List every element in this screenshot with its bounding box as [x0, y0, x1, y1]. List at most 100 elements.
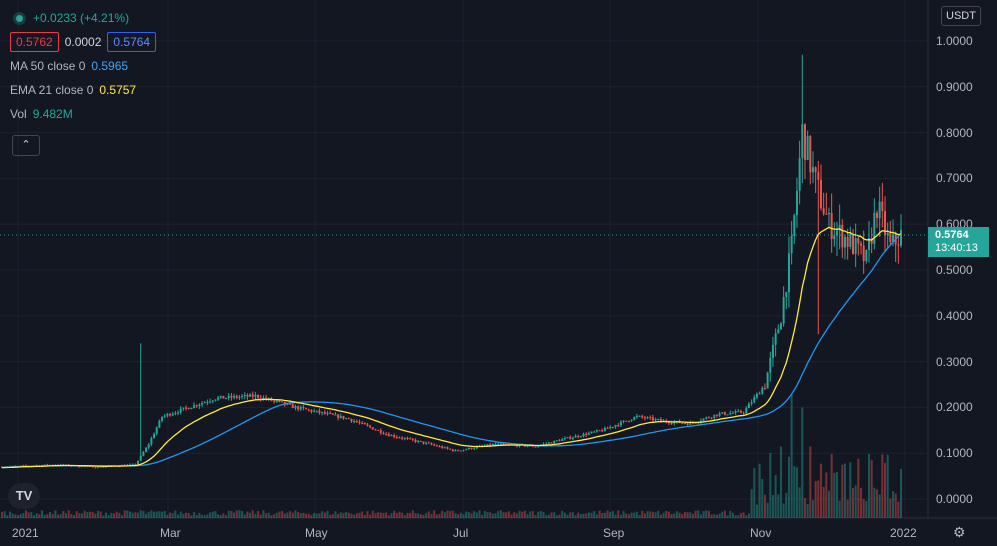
candle-body	[246, 394, 249, 397]
candle-body	[601, 430, 604, 432]
candle-body	[681, 422, 684, 424]
volume-bar	[886, 454, 889, 518]
volume-bar	[462, 514, 465, 518]
volume-bar	[363, 514, 366, 518]
volume-bar	[379, 512, 382, 518]
volume-bar	[729, 510, 732, 518]
ma-indicator-legend[interactable]: MA 50 close 0 0.5965	[10, 54, 162, 78]
candle-body	[646, 417, 649, 419]
tradingview-logo[interactable]: TV	[8, 483, 40, 509]
market-status-icon	[16, 14, 23, 22]
volume-bar	[737, 515, 740, 518]
volume-bar	[694, 510, 697, 518]
volume-bar	[59, 514, 62, 518]
volume-bar	[185, 512, 188, 518]
candle-body	[219, 395, 222, 398]
volume-bar	[489, 512, 492, 518]
candle-body	[289, 403, 292, 405]
candle-body	[331, 413, 334, 415]
volume-bar	[523, 510, 526, 518]
candle-body	[251, 394, 254, 397]
volume-bar	[49, 512, 52, 518]
time-tick: Jul	[453, 526, 469, 540]
candle-body	[467, 447, 470, 450]
volume-bar	[579, 514, 582, 518]
gear-icon[interactable]: ⚙	[953, 524, 966, 540]
volume-bar	[513, 512, 516, 518]
ema-label: EMA 21 close 0	[10, 83, 94, 97]
volume-bar	[534, 515, 537, 518]
volume-bar	[635, 511, 638, 518]
candle-body	[403, 438, 406, 440]
bid-price[interactable]: 0.5762	[10, 32, 59, 52]
volume-bar	[409, 513, 412, 518]
candle-body	[710, 417, 713, 419]
volume-bar	[294, 510, 297, 518]
volume-bar	[497, 511, 500, 518]
volume-bar	[203, 515, 206, 518]
volume-bar	[169, 512, 172, 518]
ma-value: 0.5965	[91, 59, 129, 73]
volume-bar	[297, 511, 300, 518]
volume-bar	[587, 512, 590, 518]
volume-bar	[107, 515, 110, 518]
volume-bar	[502, 512, 505, 518]
volume-bar	[547, 514, 550, 518]
price-tick: 0.5000	[936, 263, 973, 277]
volume-bar	[475, 512, 478, 518]
candle-body	[390, 435, 393, 437]
volume-bar	[414, 513, 417, 518]
volume-bar	[35, 513, 38, 518]
candle-body	[705, 417, 708, 419]
volume-bar	[1, 511, 3, 518]
volume-bar	[230, 511, 233, 518]
candle-body	[566, 437, 569, 439]
candle-body	[241, 396, 244, 398]
volume-bar	[209, 512, 212, 518]
candle-body	[611, 426, 614, 428]
volume-bar	[259, 514, 262, 518]
volume-indicator-legend[interactable]: Vol 9.482M	[10, 102, 162, 126]
candle-body	[747, 403, 750, 409]
collapse-legend-button[interactable]: ⌃	[12, 135, 40, 156]
volume-bar	[611, 511, 614, 518]
candle-body	[238, 396, 241, 398]
volume-bar	[622, 511, 625, 518]
volume-bar	[326, 510, 329, 518]
candle-body	[801, 124, 804, 159]
candle-body	[497, 443, 500, 445]
candle-body	[297, 406, 300, 410]
volume-bar	[630, 512, 633, 518]
volume-bar	[526, 514, 529, 518]
candle-body	[371, 427, 374, 430]
candle-body	[355, 421, 358, 423]
candle-body	[803, 124, 806, 160]
candle-body	[78, 466, 81, 468]
volume-bar	[782, 503, 785, 518]
volume-bar	[798, 487, 801, 518]
volume-bar	[577, 512, 580, 518]
ask-price[interactable]: 0.5764	[107, 32, 157, 52]
candle-body	[142, 452, 145, 456]
ema-indicator-legend[interactable]: EMA 21 close 0 0.5757	[10, 78, 162, 102]
volume-bar	[465, 511, 468, 518]
candle-body	[622, 420, 625, 422]
volume-bar	[459, 512, 462, 518]
candle-body	[609, 427, 612, 429]
candle-body	[750, 402, 753, 404]
candle-body	[598, 430, 601, 432]
candle-body	[342, 415, 345, 419]
candle-body	[433, 444, 436, 446]
volume-bar	[371, 510, 374, 518]
currency-button[interactable]: USDT	[941, 6, 981, 26]
candle-body	[302, 406, 305, 409]
candle-body	[542, 443, 545, 445]
time-tick: Sep	[603, 526, 625, 540]
volume-bar	[139, 510, 142, 518]
volume-bar	[771, 495, 774, 518]
volume-bar	[705, 510, 708, 518]
candle-body	[614, 425, 617, 427]
candle-body	[545, 443, 548, 445]
volume-bar	[142, 511, 145, 518]
